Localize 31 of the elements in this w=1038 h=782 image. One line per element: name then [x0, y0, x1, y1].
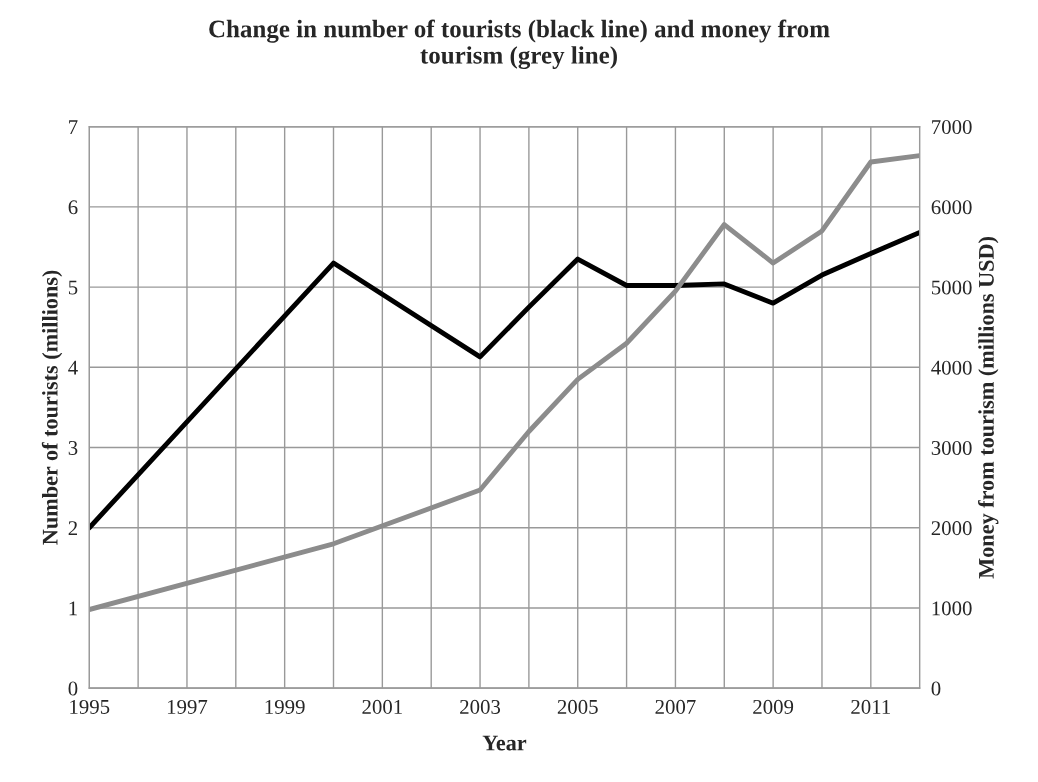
- line-series: [89, 230, 920, 531]
- x-tick-label: 1999: [265, 699, 305, 714]
- y-tick-label: 3: [68, 440, 78, 455]
- y-tick-label: 2: [68, 521, 78, 535]
- y2-tick-label: 1000: [932, 601, 972, 616]
- y-tick-label: 6: [68, 200, 78, 215]
- y-axis-title: Number of tourists (millions): [41, 270, 63, 545]
- y2-tick-label: 2000: [931, 521, 972, 536]
- y-tick-label: 0: [68, 681, 78, 696]
- y2-tick-label: 0: [931, 681, 941, 696]
- x-tick-label: 2009: [753, 699, 794, 714]
- x-tick-label: 2005: [557, 699, 598, 714]
- x-tick-label: 2001: [362, 699, 402, 714]
- y-tick-label: 7: [69, 120, 78, 134]
- y-tick-label: 5: [68, 280, 78, 295]
- y2-axis-title: Money from tourism (millions USD): [978, 237, 999, 579]
- y2-tick-label: 3000: [931, 440, 972, 455]
- x-tick-label: 1995: [70, 699, 110, 714]
- y2-tick-label: 5000: [931, 280, 972, 295]
- x-tick-label: 2007: [655, 699, 696, 714]
- chart-title: Change in number of tourists (black line) and money from tourism (grey line): [209, 19, 830, 70]
- x-tick-label: 2011: [851, 699, 891, 714]
- y2-tick-label: 4000: [931, 360, 972, 375]
- x-axis-title: Year: [482, 735, 527, 751]
- y2-tick-label: 6000: [931, 200, 972, 215]
- line-series: [89, 153, 920, 612]
- x-tick-label: 1997: [167, 699, 208, 714]
- y-tick-label: 4: [68, 360, 78, 375]
- y-tick-label: 1: [69, 601, 77, 616]
- x-tick-label: 2003: [460, 699, 501, 714]
- y2-tick-label: 7000: [932, 120, 972, 135]
